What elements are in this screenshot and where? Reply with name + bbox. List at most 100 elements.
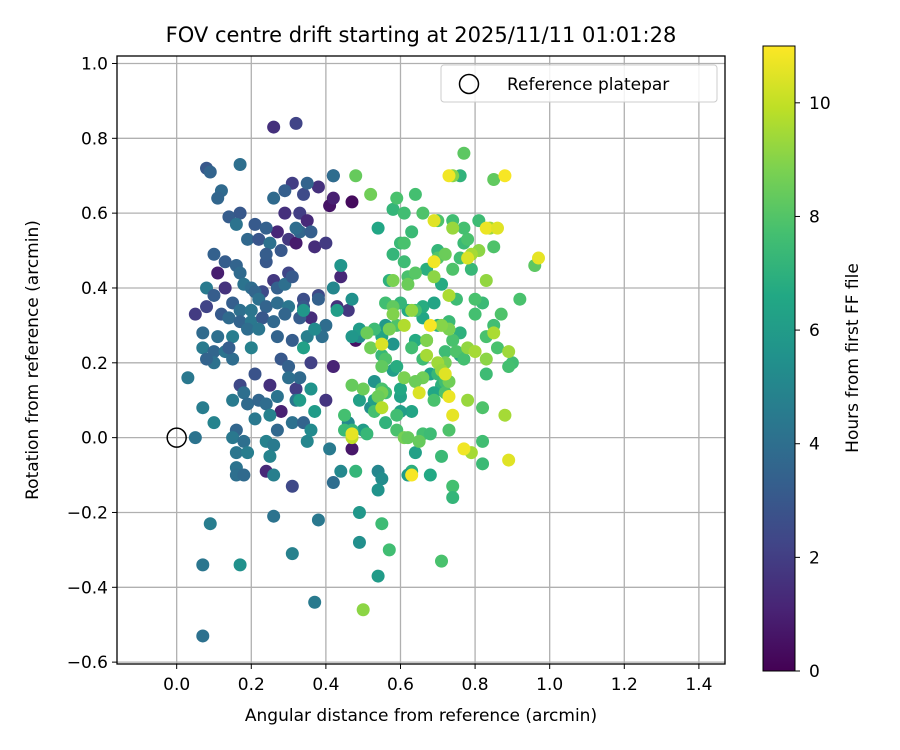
data-point: [334, 270, 348, 284]
data-point: [341, 303, 355, 317]
data-point: [326, 360, 340, 374]
y-tick-label: 0.2: [81, 354, 108, 374]
data-point: [476, 401, 490, 415]
data-point: [487, 240, 501, 254]
y-tick-label: 0.8: [81, 129, 108, 149]
data-point: [390, 408, 404, 422]
y-tick-label: 0.6: [81, 204, 108, 224]
x-tick-label: 0.6: [387, 675, 414, 695]
data-point: [300, 214, 314, 228]
data-point: [386, 307, 400, 321]
data-point: [352, 535, 366, 549]
y-tick-label: −0.2: [67, 503, 108, 523]
data-point: [345, 427, 359, 441]
data-point: [375, 337, 389, 351]
y-tick-label: 1.0: [81, 54, 108, 74]
data-point: [338, 408, 352, 422]
colorbar-tick-label: 0: [809, 662, 820, 682]
data-point: [267, 315, 281, 329]
data-point: [371, 389, 385, 403]
data-point: [464, 262, 478, 276]
data-point: [498, 408, 512, 422]
data-point: [263, 408, 277, 422]
data-point: [252, 322, 266, 336]
data-point: [457, 146, 471, 160]
y-tick-label: 0.4: [81, 279, 108, 299]
data-point: [207, 247, 221, 261]
data-point: [502, 345, 516, 359]
data-point: [308, 322, 322, 336]
data-point: [297, 341, 311, 355]
data-point: [356, 382, 370, 396]
reference-platepar-point: [166, 427, 187, 448]
data-point: [289, 382, 303, 396]
data-point: [289, 236, 303, 250]
data-point: [382, 543, 396, 557]
data-point: [285, 547, 299, 561]
data-point: [401, 277, 415, 291]
data-point: [352, 505, 366, 519]
data-point: [498, 169, 512, 183]
data-point: [248, 412, 262, 426]
data-point: [259, 300, 273, 314]
data-point: [345, 378, 359, 392]
data-point: [438, 367, 452, 381]
data-point: [263, 449, 277, 463]
data-point: [487, 172, 501, 186]
data-point: [233, 158, 247, 172]
data-point: [211, 266, 225, 280]
data-point: [300, 434, 314, 448]
data-point: [289, 221, 303, 235]
data-point: [304, 382, 318, 396]
data-point: [293, 393, 307, 407]
data-point: [233, 266, 247, 280]
colorbar-tick-label: 4: [809, 435, 820, 455]
data-point: [326, 191, 340, 205]
data-point: [222, 341, 236, 355]
x-tick-label: 1.4: [685, 675, 712, 695]
data-point: [487, 326, 501, 340]
data-point: [427, 214, 441, 228]
data-point: [311, 513, 325, 527]
data-point: [390, 191, 404, 205]
data-point: [405, 468, 419, 482]
data-point: [502, 360, 516, 374]
x-axis-label: Angular distance from reference (arcmin): [245, 706, 597, 726]
x-tick-label: 0.4: [312, 675, 339, 695]
data-point: [274, 244, 288, 258]
data-point: [311, 292, 325, 306]
data-point: [420, 348, 434, 362]
data-point: [278, 184, 292, 198]
legend: Reference platepar: [440, 64, 718, 103]
y-tick-label: 0.0: [81, 429, 108, 449]
data-point: [226, 431, 240, 445]
data-point: [393, 382, 407, 396]
data-point: [188, 307, 202, 321]
data-point: [423, 318, 437, 332]
data-point: [375, 517, 389, 531]
data-point: [222, 311, 236, 325]
data-point: [326, 281, 340, 295]
data-point: [211, 191, 225, 205]
data-point: [196, 558, 210, 572]
data-points: [181, 116, 545, 643]
data-point: [278, 206, 292, 220]
data-point: [461, 251, 475, 265]
data-point: [386, 273, 400, 287]
data-point: [405, 341, 419, 355]
data-point: [423, 427, 437, 441]
data-point: [446, 408, 460, 422]
data-point: [397, 318, 411, 332]
data-point: [349, 464, 363, 478]
x-tick-label: 1.2: [611, 675, 638, 695]
data-point: [270, 389, 284, 403]
data-point: [390, 360, 404, 374]
data-point: [196, 629, 210, 643]
data-point: [461, 232, 475, 246]
data-point: [427, 270, 441, 284]
data-point: [442, 389, 456, 403]
data-point: [270, 330, 284, 344]
x-tick-label: 0.2: [238, 675, 265, 695]
data-point: [345, 442, 359, 456]
